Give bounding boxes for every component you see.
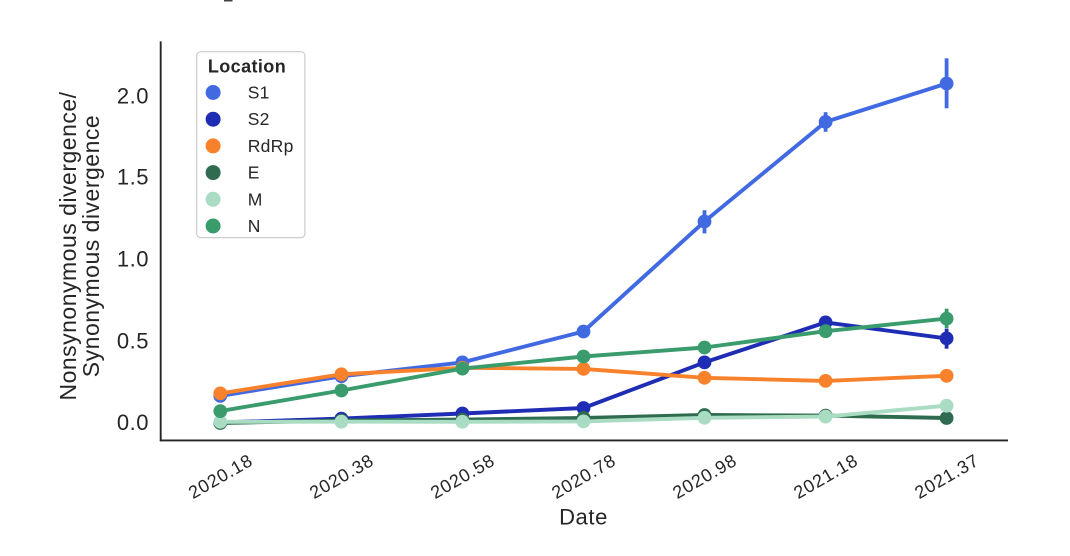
svg-text:E: E (248, 163, 260, 183)
svg-text:1.5: 1.5 (117, 165, 149, 190)
svg-text:Date: Date (559, 505, 608, 530)
svg-text:Nonsynonymous divergence/: Nonsynonymous divergence/ (55, 91, 81, 400)
svg-text:1.0: 1.0 (117, 247, 149, 272)
svg-text:RdRp: RdRp (248, 136, 294, 156)
svg-text:M: M (248, 189, 263, 209)
svg-text:S2: S2 (248, 109, 270, 129)
svg-text:Location: Location (208, 56, 286, 76)
svg-text:0.0: 0.0 (117, 410, 149, 435)
svg-text:S1: S1 (248, 83, 270, 103)
svg-text:2.0: 2.0 (117, 84, 149, 109)
svg-text:0.5: 0.5 (117, 328, 149, 353)
svg-text:Synonymous divergence: Synonymous divergence (78, 115, 104, 377)
svg-text:N: N (248, 216, 261, 236)
